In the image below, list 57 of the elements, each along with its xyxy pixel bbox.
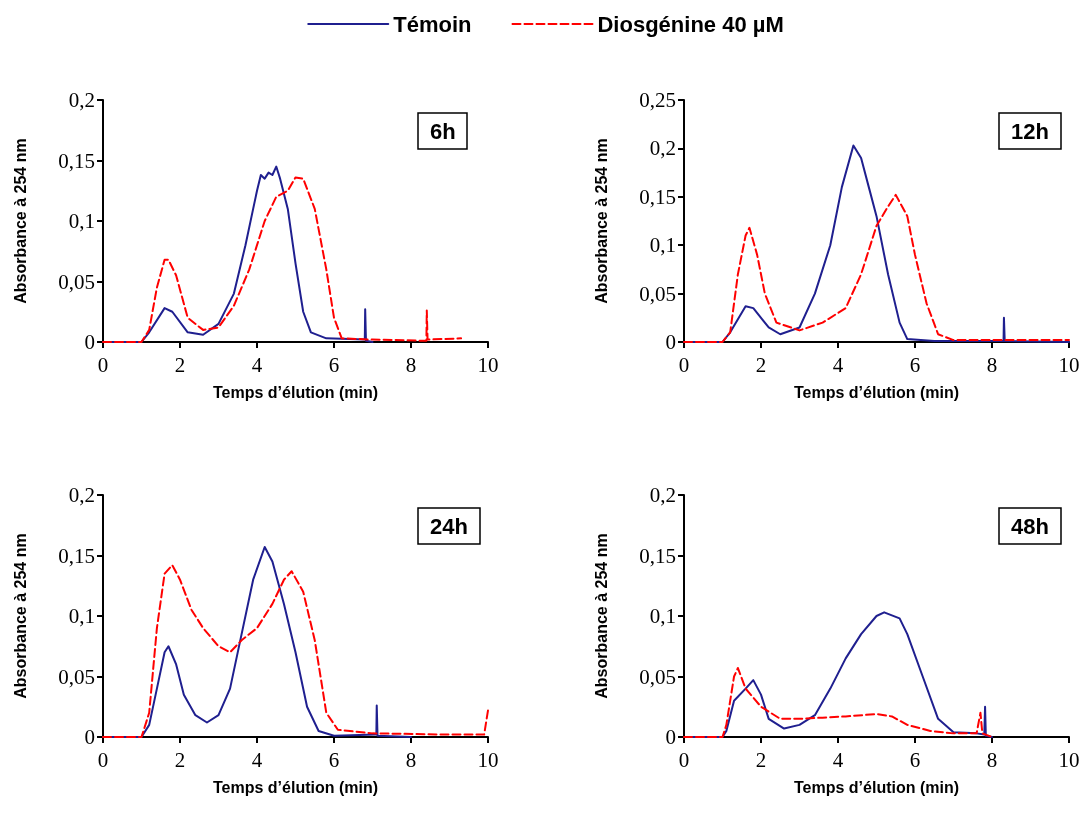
x-tick-label: 8 <box>405 352 417 377</box>
y-tick-label: 0,1 <box>649 233 676 258</box>
x-tick-label: 2 <box>174 352 186 377</box>
x-axis-title: Temps d’élution (min) <box>212 383 379 401</box>
x-tick-label: 2 <box>174 747 186 772</box>
text: 48h <box>1011 513 1049 539</box>
y-axis-title: Absorbance à 254 nm <box>11 533 29 699</box>
x-tick-label: 10 <box>1058 352 1080 377</box>
y-tick-label: 0,05 <box>58 664 95 689</box>
x-tick-label: 4 <box>251 747 263 772</box>
y-tick-label: 0,05 <box>639 281 676 306</box>
x-tick-label: 10 <box>477 747 499 772</box>
y-tick-label: 0,1 <box>68 209 95 233</box>
x-axis-title: Temps d’élution (min) <box>793 383 960 401</box>
x-tick-label: 4 <box>832 352 844 377</box>
x-tick-label: 6 <box>909 747 921 772</box>
y-tick-label: 0 <box>665 330 676 354</box>
y-axis-title: Absorbance à 254 nm <box>592 533 610 699</box>
y-tick-label: 0,25 <box>639 88 676 112</box>
x-tick-label: 4 <box>251 352 263 377</box>
x-tick-label: 10 <box>477 352 499 377</box>
x-axis-title: Temps d’élution (min) <box>793 778 960 796</box>
legend-label: Diosgénine 40 µM <box>597 11 784 37</box>
y-tick-label: 0 <box>84 330 95 354</box>
y-tick-label: 0,1 <box>649 604 676 628</box>
y-tick-label: 0,15 <box>639 543 676 568</box>
y-tick-label: 0,15 <box>58 543 95 568</box>
text: 24h <box>430 513 468 539</box>
x-tick-label: 6 <box>328 352 340 377</box>
line-series <box>102 176 463 343</box>
x-axis-title: Temps d’élution (min) <box>212 778 379 796</box>
y-axis-title: Absorbance à 254 nm <box>11 138 29 304</box>
y-tick-label: 0,2 <box>649 136 676 161</box>
line-series <box>683 667 993 738</box>
y-tick-label: 0,15 <box>639 184 676 209</box>
x-tick-label: 4 <box>832 747 844 772</box>
legend-label: Témoin <box>393 11 472 37</box>
x-tick-label: 8 <box>405 747 417 772</box>
y-tick-label: 0 <box>84 725 95 749</box>
y-tick-label: 0,2 <box>649 483 676 507</box>
x-tick-label: 2 <box>755 352 767 377</box>
text: 12h <box>1011 118 1049 144</box>
x-tick-label: 10 <box>1058 747 1080 772</box>
y-tick-label: 0,15 <box>58 148 95 173</box>
y-tick-label: 0,05 <box>58 269 95 294</box>
y-tick-label: 0,2 <box>68 483 95 507</box>
x-tick-label: 8 <box>986 352 998 377</box>
x-tick-label: 6 <box>328 747 340 772</box>
y-tick-label: 0,2 <box>68 88 95 112</box>
y-tick-label: 0 <box>665 725 676 749</box>
x-tick-label: 6 <box>909 352 921 377</box>
text: 6h <box>430 118 456 144</box>
x-tick-label: 8 <box>986 747 998 772</box>
y-tick-label: 0,05 <box>639 664 676 689</box>
y-axis-title: Absorbance à 254 nm <box>592 138 610 304</box>
y-tick-label: 0,1 <box>68 604 95 628</box>
x-tick-label: 2 <box>755 747 767 772</box>
